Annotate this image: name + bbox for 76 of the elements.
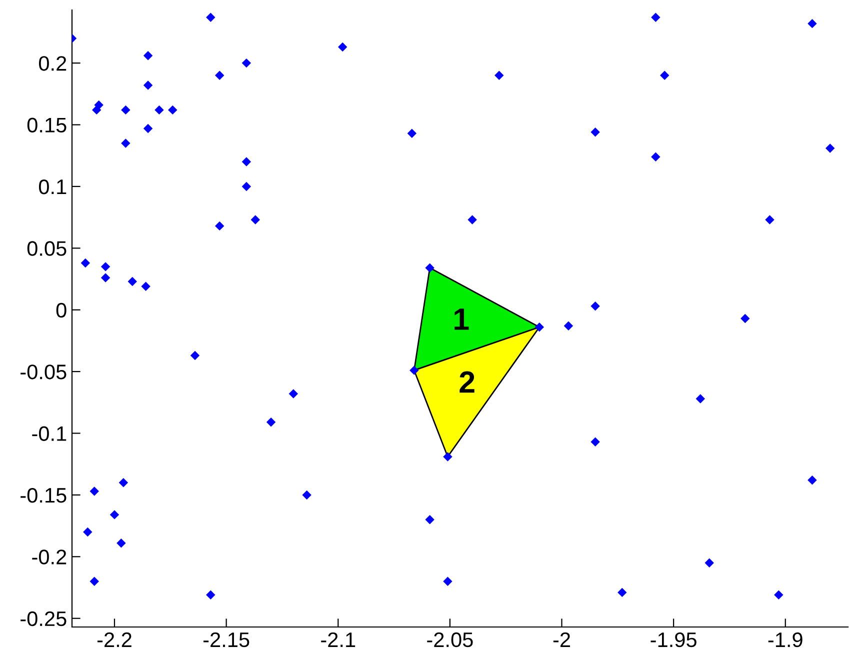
x-tick-label: -1.9 (768, 632, 802, 648)
y-tick-label: 0.2 (38, 56, 66, 71)
y-tick-label: 0.1 (38, 179, 66, 194)
point (110, 510, 120, 520)
x-tick-label: -2.1 (321, 632, 356, 647)
series-label: 1 (454, 308, 469, 330)
point (696, 394, 706, 404)
point (425, 515, 434, 524)
point (83, 527, 92, 537)
y-tick-label: 0.15 (27, 118, 66, 133)
point (154, 105, 164, 115)
point (494, 70, 504, 80)
y-tick-label: -0.1 (32, 426, 66, 442)
point (765, 215, 774, 224)
point (288, 389, 298, 398)
point (826, 144, 835, 153)
point (116, 538, 126, 548)
x-tick-label: -1.95 (650, 632, 696, 648)
point (774, 590, 784, 600)
point (534, 322, 544, 332)
point (660, 70, 670, 80)
point (443, 576, 452, 586)
point (168, 105, 178, 115)
point (410, 366, 419, 375)
x-tick-label: -2 (553, 632, 570, 647)
series-label: 2 (460, 371, 474, 393)
y-tick-label: -0.05 (20, 364, 66, 380)
point (242, 182, 252, 192)
point (564, 321, 574, 331)
point (266, 418, 276, 427)
point (92, 105, 102, 115)
point (704, 558, 714, 568)
point (90, 486, 99, 496)
point (425, 263, 434, 273)
point (651, 152, 660, 162)
point (143, 124, 153, 134)
point (242, 157, 252, 166)
point (141, 282, 150, 292)
point (468, 215, 477, 224)
point (242, 58, 252, 68)
point (740, 314, 750, 324)
point (214, 221, 224, 231)
point (250, 215, 260, 224)
x-tick-label: -2.05 (427, 632, 473, 648)
y-tick-label: -0.2 (32, 550, 66, 564)
point (808, 476, 817, 485)
y-tick-label: -0.15 (20, 488, 66, 503)
point (118, 478, 128, 488)
point (618, 588, 627, 598)
y-tick-label: 0 (56, 302, 66, 318)
point (214, 70, 224, 80)
point (206, 590, 216, 600)
x-tick-label: -2.2 (97, 632, 132, 647)
point (590, 302, 600, 311)
point (90, 576, 99, 586)
point (590, 437, 600, 447)
point (443, 452, 452, 462)
point (407, 128, 417, 138)
point (143, 51, 153, 60)
x-tick-label: -2.15 (203, 632, 250, 648)
point (590, 128, 600, 137)
point (121, 105, 130, 115)
point (190, 350, 200, 360)
point (338, 42, 348, 52)
point (206, 12, 216, 22)
point (302, 490, 312, 500)
point (651, 12, 660, 22)
point (100, 273, 110, 282)
y-tick-label: -0.25 (20, 611, 66, 626)
point (808, 18, 817, 28)
point (100, 262, 110, 272)
point (80, 258, 90, 268)
point (128, 276, 137, 286)
point (121, 138, 130, 148)
y-tick-label: 0.05 (27, 241, 66, 256)
point (143, 80, 153, 90)
